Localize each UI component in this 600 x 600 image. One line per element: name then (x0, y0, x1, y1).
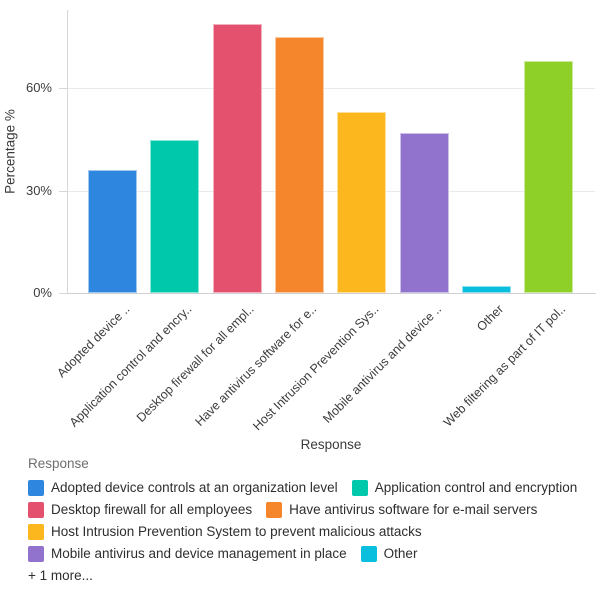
legend-title: Response (28, 456, 89, 471)
bar-4[interactable] (274, 37, 324, 293)
legend-item[interactable]: Have antivirus software for e-mail serve… (266, 502, 537, 518)
legend-label: Mobile antivirus and device management i… (51, 546, 347, 561)
legend-item[interactable]: Host Intrusion Prevention System to prev… (28, 524, 422, 540)
y-tick-label: 30% (25, 182, 52, 198)
legend-item[interactable]: Application control and encryption (351, 480, 578, 496)
legend: Response Adopted device controls at an o… (28, 456, 594, 583)
x-axis-title: Response (300, 437, 362, 452)
legend-more-link[interactable]: + 1 more... (28, 568, 93, 583)
legend-item[interactable]: Other (360, 546, 418, 562)
legend-row-1: Adopted device controls at an organizati… (28, 480, 594, 496)
legend-item[interactable]: Mobile antivirus and device management i… (28, 546, 347, 562)
legend-label: Other (383, 546, 418, 561)
x-tick-label-6: Mobile antivirus and device .. (320, 302, 444, 426)
y-tick-mark (59, 88, 67, 90)
legend-label: Application control and encryption (374, 480, 578, 495)
y-tick-label: 60% (25, 80, 52, 96)
y-tick-label: 0% (33, 285, 52, 300)
x-tick-label-2: Application control and encry.. (67, 302, 195, 430)
legend-swatch (28, 502, 44, 518)
x-tick-label-8: Web filtering as part of IT pol.. (441, 302, 569, 430)
legend-label: Host Intrusion Prevention System to prev… (51, 524, 422, 539)
legend-row-4: Mobile antivirus and device management i… (28, 546, 594, 562)
legend-row-2: Desktop firewall for all employees Have a… (28, 502, 594, 518)
legend-label: Desktop firewall for all employees (51, 502, 253, 517)
legend-item[interactable]: Adopted device controls at an organizati… (28, 480, 338, 496)
gridline-60 (67, 88, 595, 90)
y-axis-line (67, 10, 68, 293)
legend-swatch (266, 502, 283, 518)
y-tick-mark (59, 190, 67, 192)
x-tick-label-7: Other (474, 302, 507, 335)
bar-1[interactable] (88, 170, 137, 293)
legend-rows: Adopted device controls at an organizati… (28, 480, 594, 562)
bar-5[interactable] (337, 112, 387, 293)
gridline-30 (67, 190, 595, 192)
x-tick-label-5: Host Intrusion Prevention Sys.. (250, 302, 382, 434)
bar-8[interactable] (524, 61, 574, 293)
legend-swatch (351, 480, 368, 496)
bar-3[interactable] (212, 24, 262, 293)
bar-6[interactable] (399, 133, 449, 293)
legend-swatch (28, 480, 44, 496)
legend-item[interactable]: Desktop firewall for all employees (28, 502, 252, 518)
legend-label: Adopted device controls at an organizati… (51, 480, 338, 495)
y-axis-title: Percentage % (2, 109, 18, 194)
legend-row-3: Host Intrusion Prevention System to prev… (28, 524, 594, 540)
x-tick-label-4: Have antivirus software for e.. (192, 302, 320, 429)
legend-swatch (360, 546, 377, 562)
bar-7[interactable] (461, 286, 511, 293)
y-tick-mark (59, 293, 67, 294)
bar-2[interactable] (150, 140, 200, 293)
legend-swatch (28, 546, 44, 562)
plot-area (67, 10, 595, 293)
x-tick-label-3: Desktop firewall for all empl.. (134, 302, 258, 425)
legend-swatch (28, 524, 44, 540)
x-axis-line (67, 293, 596, 294)
legend-label: Have antivirus software for e-mail serve… (289, 502, 538, 517)
